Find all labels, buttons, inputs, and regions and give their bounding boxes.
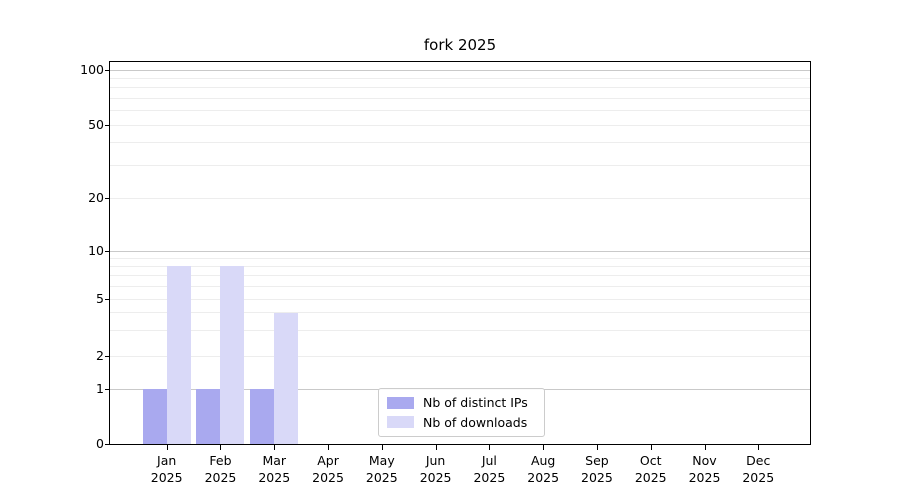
- x-tick-label: Mar 2025: [258, 453, 291, 485]
- x-tick-mark: [220, 444, 222, 450]
- gridline-minor: [110, 257, 810, 259]
- bar-downloads: [220, 266, 245, 444]
- legend-label-downloads: Nb of downloads: [423, 414, 528, 430]
- x-tick-mark: [596, 444, 598, 450]
- x-tick-label: May 2025: [365, 453, 398, 485]
- y-tick-mark: [105, 198, 110, 199]
- gridline-minor: [110, 275, 810, 277]
- x-tick-mark: [435, 444, 437, 450]
- gridline-minor: [110, 124, 810, 126]
- y-tick-label: 100: [80, 62, 104, 77]
- x-tick-mark: [328, 444, 330, 450]
- gridline-minor: [110, 355, 810, 357]
- gridline-major: [110, 69, 810, 71]
- y-tick-label: 0: [96, 436, 104, 451]
- y-tick-label: 50: [88, 117, 104, 132]
- chart-title: fork 2025: [423, 36, 497, 54]
- gridline-minor: [110, 110, 810, 112]
- y-tick-label: 10: [88, 243, 104, 258]
- y-tick-mark: [105, 70, 110, 71]
- y-tick-label: 2: [96, 348, 104, 363]
- gridline-minor: [110, 142, 810, 144]
- legend-item-downloads: Nb of downloads: [387, 413, 536, 433]
- y-tick-mark: [105, 125, 110, 126]
- y-tick-mark: [105, 356, 110, 357]
- gridline-minor: [110, 165, 810, 167]
- x-tick-label: Jan 2025: [150, 453, 183, 485]
- gridline-minor: [110, 312, 810, 314]
- legend-swatch-distinct-ips-icon: [387, 396, 414, 409]
- y-tick-mark: [105, 444, 110, 445]
- plot-area: [109, 61, 811, 445]
- x-tick-mark: [381, 444, 383, 450]
- bar-distinct-ips: [196, 389, 221, 444]
- bar-distinct-ips: [250, 389, 275, 444]
- x-tick-label: Aug 2025: [527, 453, 560, 485]
- gridline-minor: [110, 265, 810, 267]
- x-tick-label: Dec 2025: [742, 453, 775, 485]
- x-tick-mark: [758, 444, 760, 450]
- y-tick-mark: [105, 251, 110, 252]
- x-tick-label: Nov 2025: [688, 453, 721, 485]
- x-tick-label: Feb 2025: [204, 453, 237, 485]
- x-tick-label: Oct 2025: [634, 453, 667, 485]
- x-tick-mark: [274, 444, 276, 450]
- bar-downloads: [166, 266, 191, 444]
- bar-downloads: [274, 312, 299, 444]
- y-tick-mark: [105, 389, 110, 390]
- x-tick-label: Jun 2025: [419, 453, 452, 485]
- x-tick-mark: [704, 444, 706, 450]
- y-tick-label: 5: [96, 291, 104, 306]
- gridline-minor: [110, 87, 810, 89]
- x-tick-mark: [166, 444, 168, 450]
- legend-item-distinct-ips: Nb of distinct IPs: [387, 393, 536, 413]
- gridline-minor: [110, 97, 810, 99]
- x-tick-label: Sep 2025: [581, 453, 613, 485]
- legend: Nb of distinct IPs Nb of downloads: [378, 388, 545, 437]
- legend-swatch-downloads-icon: [387, 416, 414, 429]
- gridline-minor: [110, 330, 810, 332]
- x-tick-mark: [543, 444, 545, 450]
- y-tick-label: 1: [96, 381, 104, 396]
- y-tick-label: 20: [88, 190, 104, 205]
- legend-label-distinct-ips: Nb of distinct IPs: [423, 395, 528, 411]
- x-tick-label: Jul 2025: [473, 453, 506, 485]
- x-tick-label: Apr 2025: [312, 453, 344, 485]
- x-tick-mark: [489, 444, 491, 450]
- bar-distinct-ips: [142, 389, 167, 444]
- gridline-minor: [110, 285, 810, 287]
- gridline-major: [110, 250, 810, 252]
- gridline-minor: [110, 298, 810, 300]
- x-tick-mark: [650, 444, 652, 450]
- gridline-minor: [110, 77, 810, 79]
- gridline-minor: [110, 197, 810, 199]
- y-tick-mark: [105, 299, 110, 300]
